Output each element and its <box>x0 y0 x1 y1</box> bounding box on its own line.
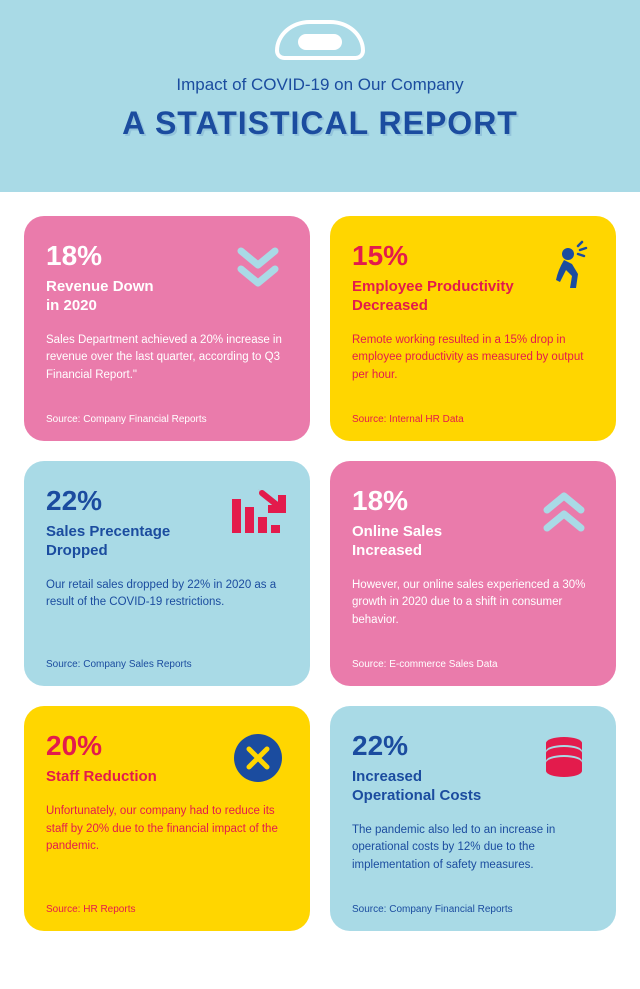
bars-down-icon <box>228 483 288 543</box>
coins-stack-icon <box>534 728 594 788</box>
header-subtitle: Impact of COVID-19 on Our Company <box>0 75 640 95</box>
card-source: Source: E-commerce Sales Data <box>352 659 498 670</box>
card-employee-productivity: 15% Employee Productivity Decreased Remo… <box>330 216 616 441</box>
card-staff-reduction: 20% Staff Reduction Unfortunately, our c… <box>24 706 310 931</box>
cards-grid: 18% Revenue Down in 2020 Sales Departmen… <box>0 192 640 955</box>
x-circle-icon <box>228 728 288 788</box>
card-description: Remote working resulted in a 15% drop in… <box>352 332 594 385</box>
card-description: Sales Department achieved a 20% increase… <box>46 332 288 385</box>
card-operational-costs: 22% Increased Operational Costs The pand… <box>330 706 616 931</box>
header-title: A STATISTICAL REPORT <box>0 105 640 142</box>
card-source: Source: Company Financial Reports <box>46 414 207 425</box>
fatigue-person-icon <box>534 238 594 298</box>
card-source: Source: Internal HR Data <box>352 414 464 425</box>
header: Impact of COVID-19 on Our Company A STAT… <box>0 0 640 192</box>
card-source: Source: HR Reports <box>46 904 135 915</box>
card-description: The pandemic also led to an increase in … <box>352 822 594 875</box>
card-description: However, our online sales experienced a … <box>352 577 594 630</box>
chevrons-up-icon <box>534 483 594 543</box>
hanger-tag-icon <box>275 20 365 60</box>
card-revenue-down: 18% Revenue Down in 2020 Sales Departmen… <box>24 216 310 441</box>
card-source: Source: Company Sales Reports <box>46 659 192 670</box>
chevrons-down-icon <box>228 238 288 298</box>
card-description: Our retail sales dropped by 22% in 2020 … <box>46 577 288 613</box>
card-source: Source: Company Financial Reports <box>352 904 513 915</box>
card-sales-dropped: 22% Sales Precentage Dropped Our retail … <box>24 461 310 686</box>
card-description: Unfortunately, our company had to reduce… <box>46 803 288 856</box>
card-online-sales: 18% Online Sales Increased However, our … <box>330 461 616 686</box>
